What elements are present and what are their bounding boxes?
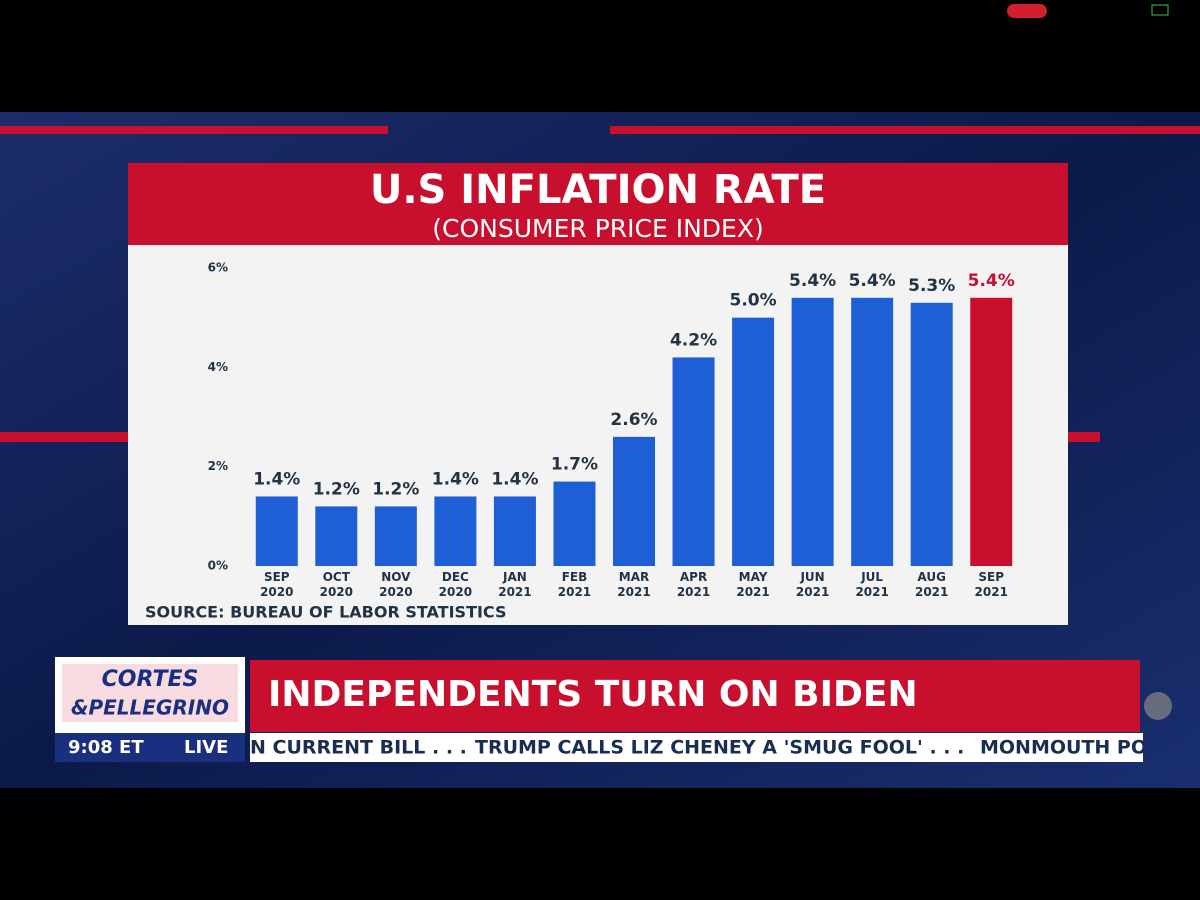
ticker: N CURRENT BILL . . . TRUMP CALLS LIZ CHE… (250, 737, 1147, 759)
chart-header (128, 163, 1068, 245)
bar (732, 317, 775, 566)
value-label: 2.6% (610, 410, 657, 430)
x-tick-label: NOV 2020 (379, 570, 412, 599)
bar (910, 302, 953, 566)
x-tick-label: MAY 2021 (736, 570, 769, 599)
x-tick-label: APR 2021 (677, 570, 710, 599)
y-tick-label: 4% (208, 360, 228, 374)
bar (553, 481, 596, 566)
ticker-item: N CURRENT BILL . . . (250, 737, 467, 759)
assistive-button[interactable] (1144, 692, 1172, 720)
chart-subtitle: (CONSUMER PRICE INDEX) (432, 214, 763, 243)
x-tick-label: FEB 2021 (558, 570, 591, 599)
chart-title: U.S INFLATION RATE (370, 167, 826, 213)
value-label: 1.7% (551, 455, 598, 475)
y-tick-label: 6% (208, 261, 228, 275)
x-tick-label: SEP 2020 (260, 570, 293, 599)
time-bar (55, 733, 245, 762)
fullscreen-icon[interactable] (1151, 4, 1169, 16)
x-tick-label: MAR 2021 (617, 570, 650, 599)
headline-bar (250, 660, 1140, 732)
value-label: 1.4% (491, 469, 538, 489)
decor-stripe (610, 126, 1200, 134)
bar (315, 506, 358, 566)
x-tick-label: OCT 2020 (320, 570, 353, 599)
y-tick-label: 2% (208, 459, 228, 473)
x-tick-label: AUG 2021 (915, 570, 948, 599)
y-tick-label: 0% (208, 559, 228, 573)
value-label: 5.4% (789, 271, 836, 291)
value-label: 1.2% (372, 479, 419, 499)
value-label: 5.4% (849, 271, 896, 291)
value-label: 1.4% (432, 469, 479, 489)
bar (374, 506, 417, 566)
value-label: 4.2% (670, 330, 717, 350)
x-tick-label: JUL 2021 (855, 570, 888, 599)
chart-source: SOURCE: BUREAU OF LABOR STATISTICS (145, 603, 507, 622)
value-label: 1.2% (313, 479, 360, 499)
x-tick-label: SEP 2021 (975, 570, 1008, 599)
value-label: 1.4% (253, 469, 300, 489)
bar (255, 496, 298, 566)
bar (791, 297, 834, 566)
bar (434, 496, 477, 566)
logo-flag (62, 664, 238, 722)
value-label: 5.0% (729, 291, 776, 311)
bar (613, 436, 655, 566)
decor-stripe (0, 432, 128, 442)
live-label: LIVE (184, 737, 228, 758)
ticker-item: MONMOUTH PO (980, 737, 1147, 759)
bar (970, 297, 1013, 566)
headline: INDEPENDENTS TURN ON BIDEN (268, 674, 918, 715)
bar (672, 357, 715, 566)
logo-text: &PELLEGRINO (71, 696, 229, 720)
ticker-item: TRUMP CALLS LIZ CHENEY A 'SMUG FOOL' . .… (475, 737, 964, 759)
bar (493, 496, 536, 566)
bar (851, 297, 894, 566)
value-label: 5.3% (908, 276, 955, 296)
value-label: 5.4% (968, 271, 1015, 291)
x-tick-label: DEC 2020 (439, 570, 472, 599)
logo-text: CORTES (102, 667, 199, 692)
x-tick-label: JAN 2021 (498, 570, 531, 599)
record-indicator[interactable] (1007, 4, 1047, 18)
ticker-bar (250, 733, 1143, 762)
decor-stripe (1068, 432, 1100, 442)
clock: 9:08 ET (68, 737, 144, 758)
x-tick-label: JUN 2021 (796, 570, 829, 599)
decor-stripe (0, 126, 388, 134)
